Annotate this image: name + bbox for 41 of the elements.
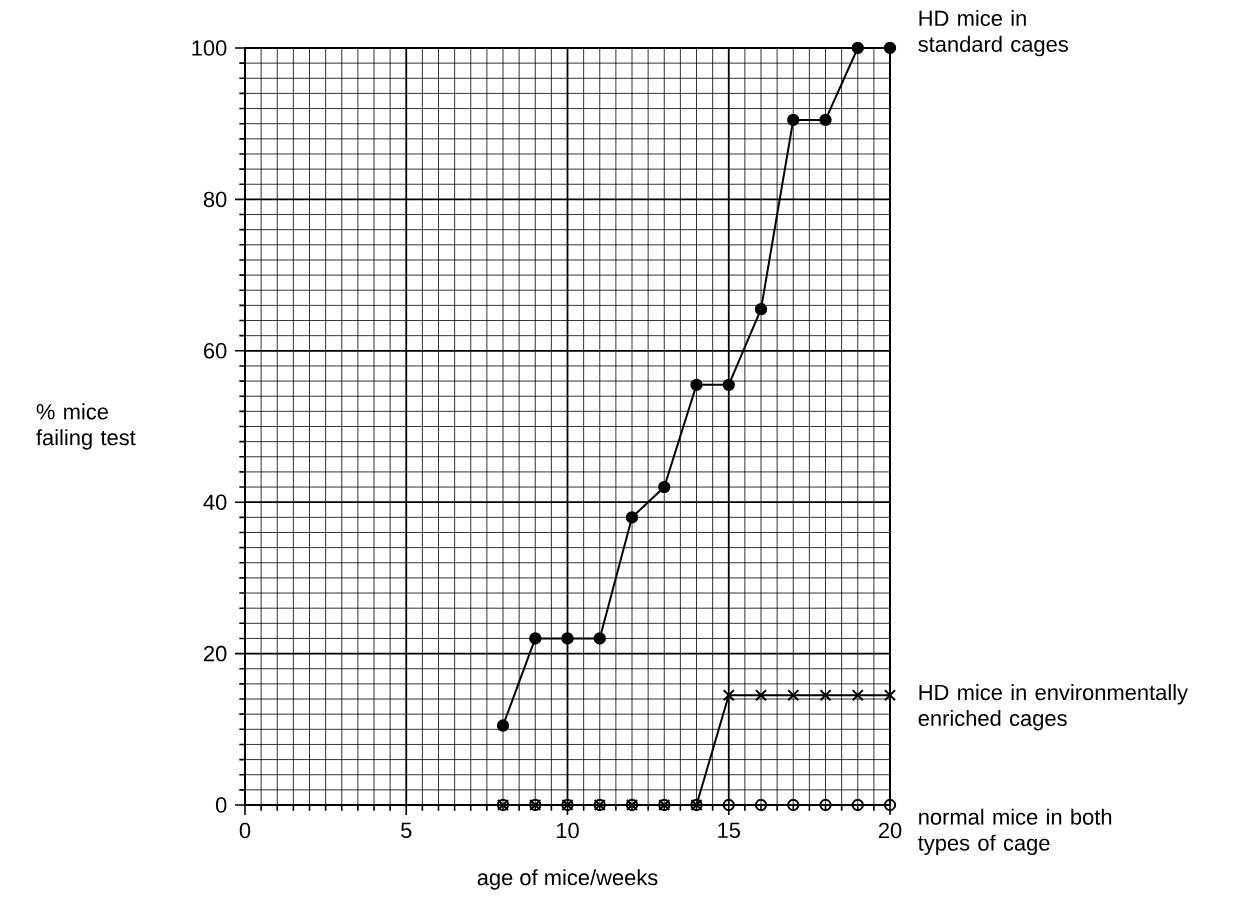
point <box>561 632 574 645</box>
point <box>819 798 832 812</box>
y-tick-label: 20 <box>204 645 227 662</box>
point <box>690 378 703 392</box>
x-tick-label: 0 <box>239 822 251 839</box>
point <box>625 511 639 524</box>
y-tick-label: 60 <box>204 343 227 359</box>
x-axis-title: age of mice/weeks <box>477 869 658 890</box>
point <box>883 689 897 702</box>
point <box>658 480 671 494</box>
point <box>787 113 800 127</box>
x-tick-label: 10 <box>556 822 579 839</box>
point <box>819 113 832 127</box>
series-label: HD mice in environmentally enriched cages <box>918 684 1188 731</box>
point <box>722 798 735 812</box>
series-label: HD mice in standard cages <box>918 9 1068 57</box>
y-tick-label: 80 <box>203 191 227 208</box>
point <box>883 798 897 812</box>
point <box>787 689 800 702</box>
y-tick-label: 100 <box>192 40 227 56</box>
y-tick-label: 0 <box>215 797 227 813</box>
point <box>529 632 542 645</box>
point <box>496 719 510 732</box>
point <box>722 378 735 392</box>
point <box>851 41 864 55</box>
point <box>593 632 606 645</box>
point <box>754 798 768 812</box>
point <box>883 41 897 55</box>
x-tick-label: 5 <box>401 822 412 838</box>
y-tick-label: 40 <box>203 494 227 510</box>
y-axis-title: % mice failing test <box>36 403 136 450</box>
series-label: normal mice in both types of cage <box>918 808 1112 856</box>
point <box>722 689 735 702</box>
x-tick-label: 15 <box>718 822 740 838</box>
point <box>819 689 832 702</box>
x-tick-label: 20 <box>878 822 902 839</box>
point <box>851 798 864 812</box>
point <box>754 302 768 316</box>
point <box>787 798 800 812</box>
point <box>851 689 864 702</box>
point <box>754 689 768 702</box>
